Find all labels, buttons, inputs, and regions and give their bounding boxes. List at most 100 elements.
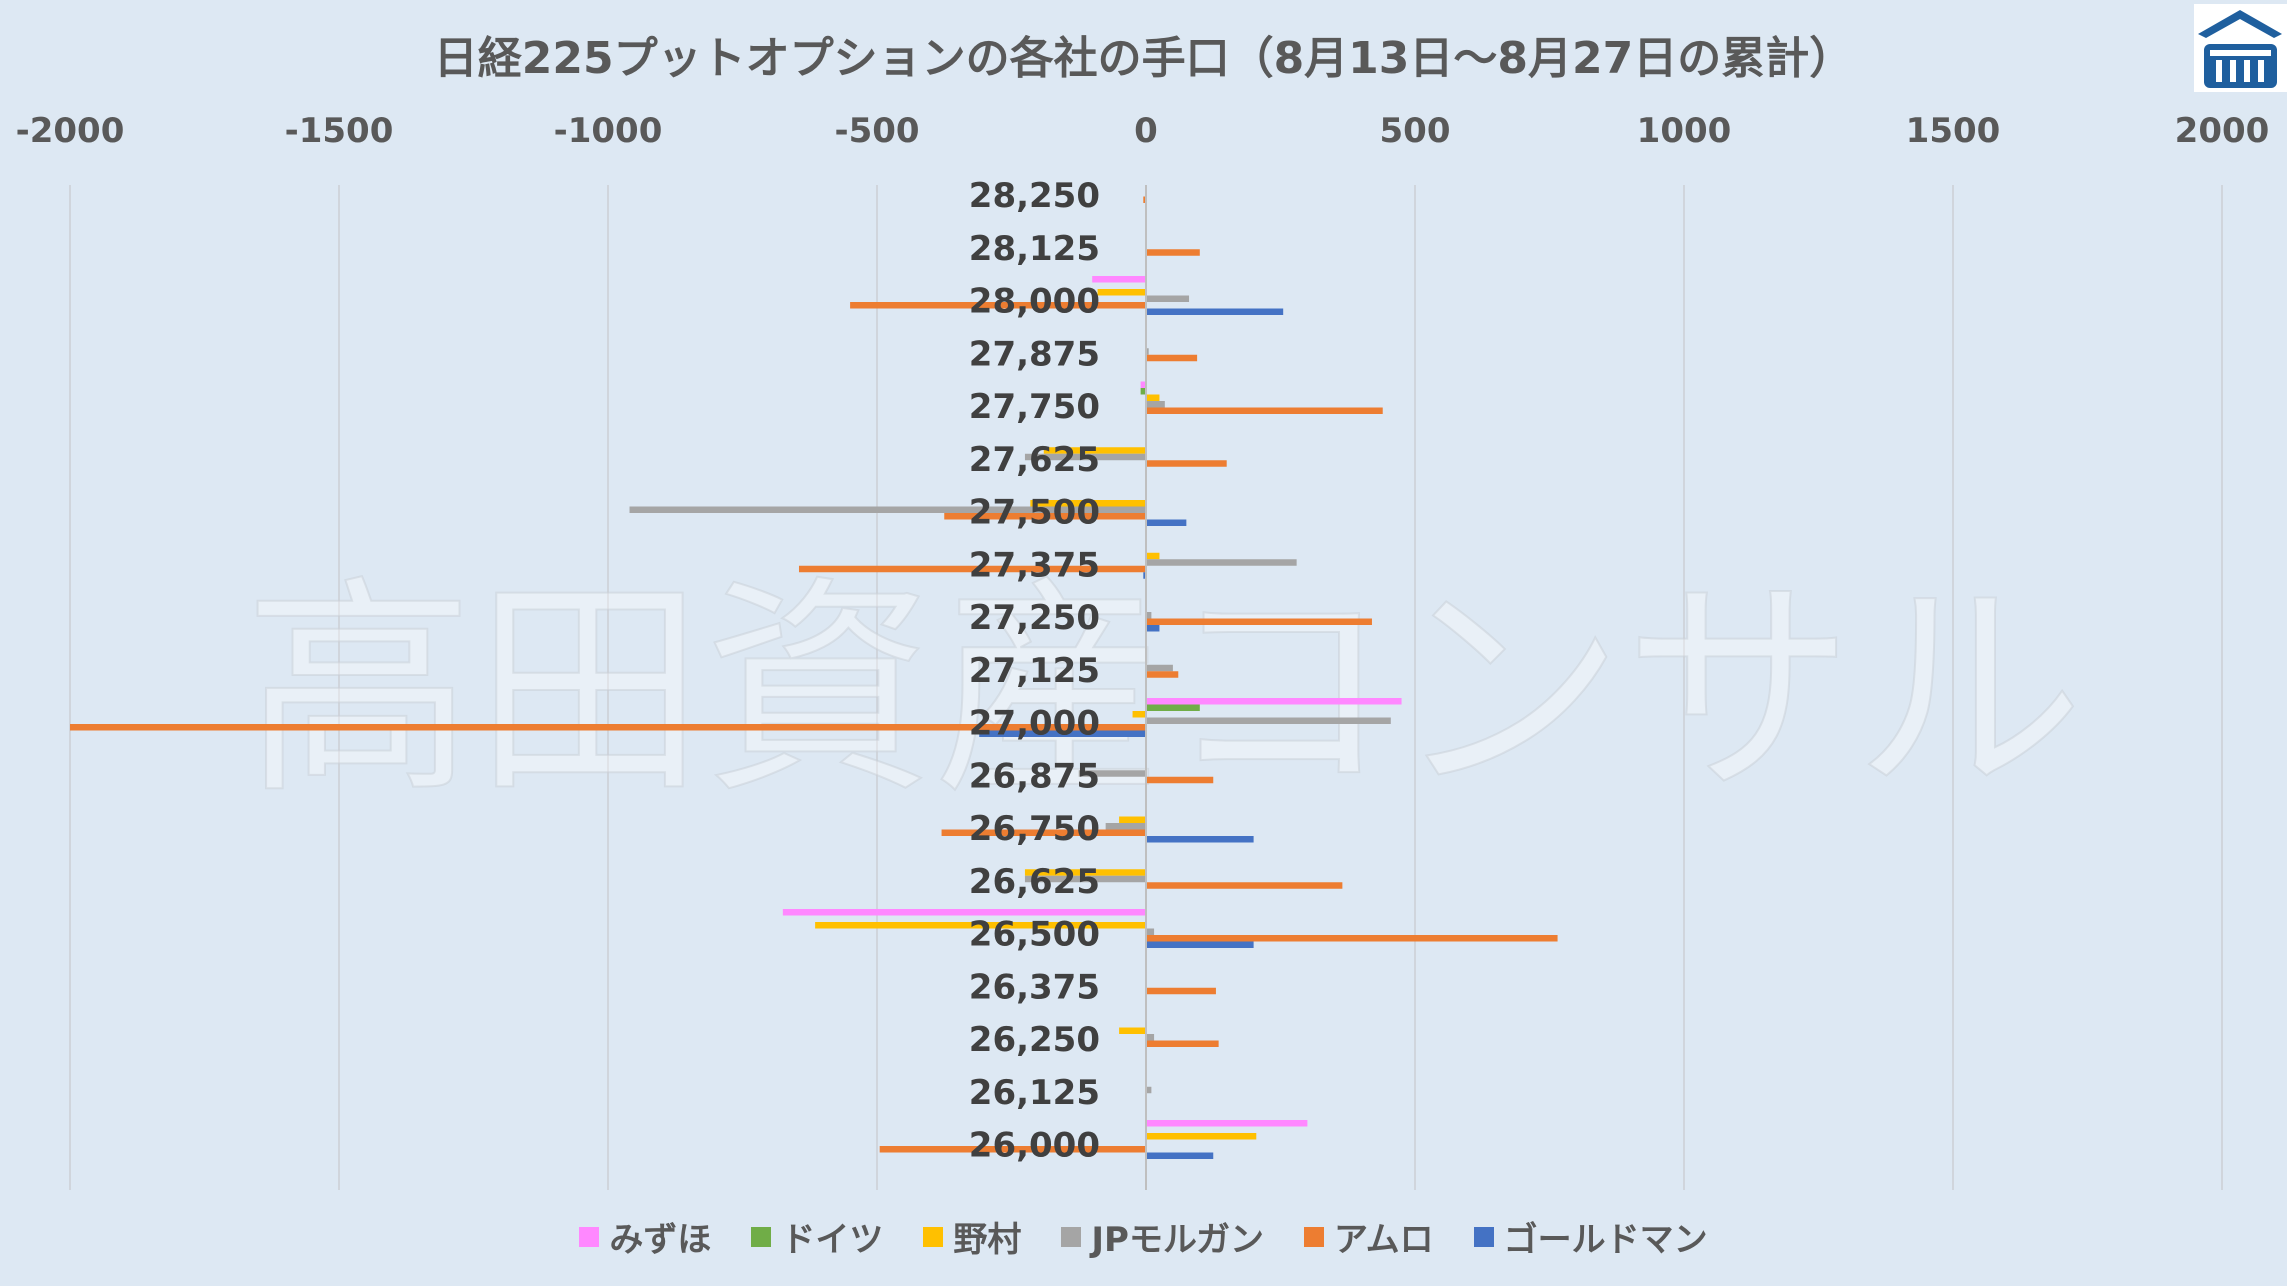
bar [1143, 572, 1146, 579]
legend-swatch [1473, 1226, 1494, 1247]
bar [1146, 1040, 1219, 1047]
legend-item: ゴールドマン [1473, 1212, 1708, 1261]
bar [1146, 625, 1160, 632]
bar [1146, 612, 1152, 619]
bar [1146, 1120, 1308, 1127]
x-tick-label: 1500 [1906, 111, 2001, 151]
bar [1146, 941, 1254, 948]
bar [1146, 1034, 1155, 1041]
bar [1119, 816, 1146, 823]
category-label: 27,125 [969, 651, 1100, 691]
bar [944, 513, 1146, 520]
legend-swatch [923, 1226, 944, 1247]
x-tick-label: -1000 [554, 111, 663, 151]
bar [1119, 1027, 1146, 1034]
legend-label: JPモルガン [1091, 1220, 1264, 1260]
logo-building-icon [2194, 4, 2287, 92]
bar [1146, 618, 1372, 625]
bar [1143, 196, 1146, 203]
x-axis-ticks: -2000 -1500 -1000 -500 0 500 1000 1500 2000 [16, 111, 2270, 151]
bar [1030, 500, 1146, 507]
bar [1092, 276, 1146, 283]
bars [70, 196, 1558, 1159]
bar [1146, 559, 1297, 566]
category-label: 26,375 [969, 967, 1100, 1007]
category-label: 27,875 [969, 334, 1100, 374]
category-label: 28,125 [969, 229, 1100, 269]
legend-swatch [1061, 1226, 1082, 1247]
bar [1146, 717, 1391, 724]
category-label: 27,000 [969, 704, 1100, 744]
legend-label: みずほ [609, 1220, 712, 1260]
bar [1146, 935, 1558, 942]
legend-label: ゴールドマン [1503, 1220, 1708, 1260]
legend-label: ドイツ [781, 1220, 884, 1260]
bar [815, 922, 1146, 929]
bar [1105, 823, 1146, 830]
category-label: 26,625 [969, 862, 1100, 902]
category-label: 26,875 [969, 756, 1100, 796]
bar [1146, 401, 1165, 408]
legend-item: 野村 [923, 1212, 1021, 1261]
bar [1146, 394, 1160, 401]
bar [1146, 1152, 1214, 1159]
bar [850, 302, 1146, 309]
bar [629, 506, 1146, 513]
bar [1146, 460, 1227, 467]
category-label: 26,750 [969, 809, 1100, 849]
legend-item: みずほ [579, 1212, 711, 1261]
category-label: 28,250 [969, 176, 1100, 216]
category-labels: 28,250 28,125 28,000 27,875 27,750 27,625 27,5… [969, 176, 1100, 1166]
bar [70, 724, 1146, 731]
legend-item: ドイツ [751, 1212, 883, 1261]
bar [1146, 348, 1149, 355]
bar [1024, 453, 1146, 461]
bar [1146, 987, 1216, 995]
watermark-text: 高田資産コンサル [244, 558, 2084, 825]
bar [1146, 776, 1214, 784]
x-tick-label: -500 [834, 111, 919, 151]
bar [1140, 388, 1146, 395]
bar [1146, 1133, 1257, 1140]
bar [979, 730, 1146, 737]
category-label: 26,000 [969, 1126, 1100, 1166]
bar [1097, 289, 1146, 296]
bar [1146, 671, 1179, 678]
legend-label: アムロ [1333, 1220, 1434, 1260]
category-label: 27,250 [969, 598, 1100, 638]
bar [1132, 711, 1146, 718]
legend-swatch [751, 1226, 772, 1247]
chart-title: 日経225プットオプションの各社の手口（8月13日～8月27日の累計） [433, 33, 1854, 84]
x-tick-label: 1000 [1637, 111, 1732, 151]
category-label: 27,750 [969, 387, 1100, 427]
legend-item: アムロ [1303, 1212, 1434, 1261]
category-label: 27,625 [969, 440, 1100, 480]
gridlines [69, 185, 2223, 1190]
bar [1146, 295, 1190, 302]
legend-item: JPモルガン [1061, 1212, 1264, 1261]
bar [1146, 308, 1284, 315]
bar [782, 909, 1146, 916]
bar [1043, 447, 1146, 454]
bar [1146, 519, 1187, 526]
legend-swatch [579, 1226, 600, 1247]
category-label: 26,250 [969, 1020, 1100, 1060]
bar [1146, 882, 1343, 889]
bar [1146, 664, 1173, 672]
bar [1078, 770, 1146, 777]
legend-label: 野村 [953, 1220, 1022, 1260]
x-tick-label: -1500 [285, 111, 394, 151]
bar [1146, 928, 1155, 935]
x-tick-label: 0 [1134, 111, 1158, 151]
bar [1146, 704, 1200, 711]
category-label: 26,500 [969, 915, 1100, 955]
bar [1024, 875, 1146, 883]
bar [798, 565, 1146, 573]
bar [1140, 381, 1146, 388]
bar [1146, 698, 1402, 705]
category-label: 27,375 [969, 545, 1100, 585]
bar [879, 1146, 1146, 1153]
bar [1146, 249, 1200, 256]
category-label: 27,500 [969, 493, 1100, 533]
